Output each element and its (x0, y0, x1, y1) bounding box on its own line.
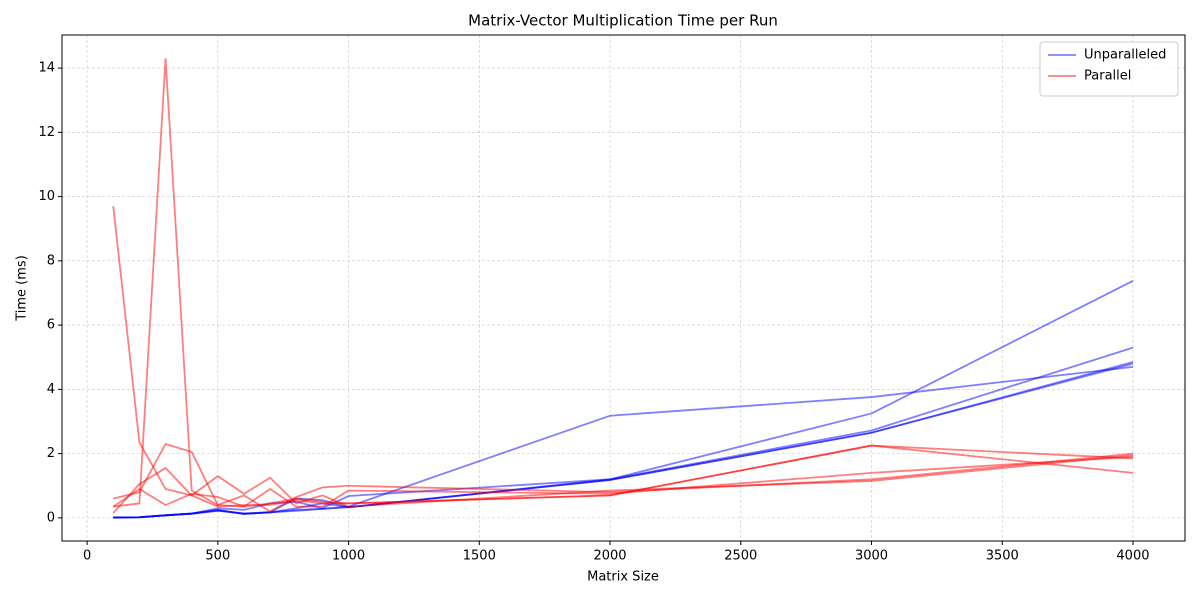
y-tick-label: 8 (47, 253, 55, 268)
y-tick-label: 4 (47, 382, 55, 397)
data-line (113, 58, 1134, 508)
data-line (112, 455, 1134, 508)
x-tick-label: 2500 (724, 549, 757, 564)
y-tick-label: 14 (38, 61, 55, 76)
legend-label: Parallel (1084, 69, 1131, 84)
y-tick-label: 0 (47, 510, 55, 525)
x-tick-label: 1500 (463, 549, 496, 564)
x-axis-label: Matrix Size (587, 570, 659, 585)
x-tick-label: 500 (205, 549, 230, 564)
x-tick-label: 2000 (593, 549, 626, 564)
data-line (112, 454, 1134, 514)
legend-label: Unparalleled (1084, 48, 1166, 63)
x-tick-label: 4000 (1116, 549, 1149, 564)
x-tick-label: 1000 (332, 549, 365, 564)
y-tick-label: 6 (47, 318, 55, 333)
plot-frame (61, 34, 1186, 542)
y-tick-label: 2 (47, 446, 55, 461)
y-axis-label: Time (ms) (15, 255, 30, 322)
chart-title: Matrix-Vector Multiplication Time per Ru… (468, 12, 778, 30)
data-line (113, 442, 1134, 513)
x-tick-label: 0 (83, 549, 91, 564)
x-tick-label: 3500 (986, 549, 1019, 564)
x-tick-label: 3000 (855, 549, 888, 564)
y-tick-label: 10 (38, 189, 55, 204)
y-tick-label: 12 (38, 125, 55, 140)
